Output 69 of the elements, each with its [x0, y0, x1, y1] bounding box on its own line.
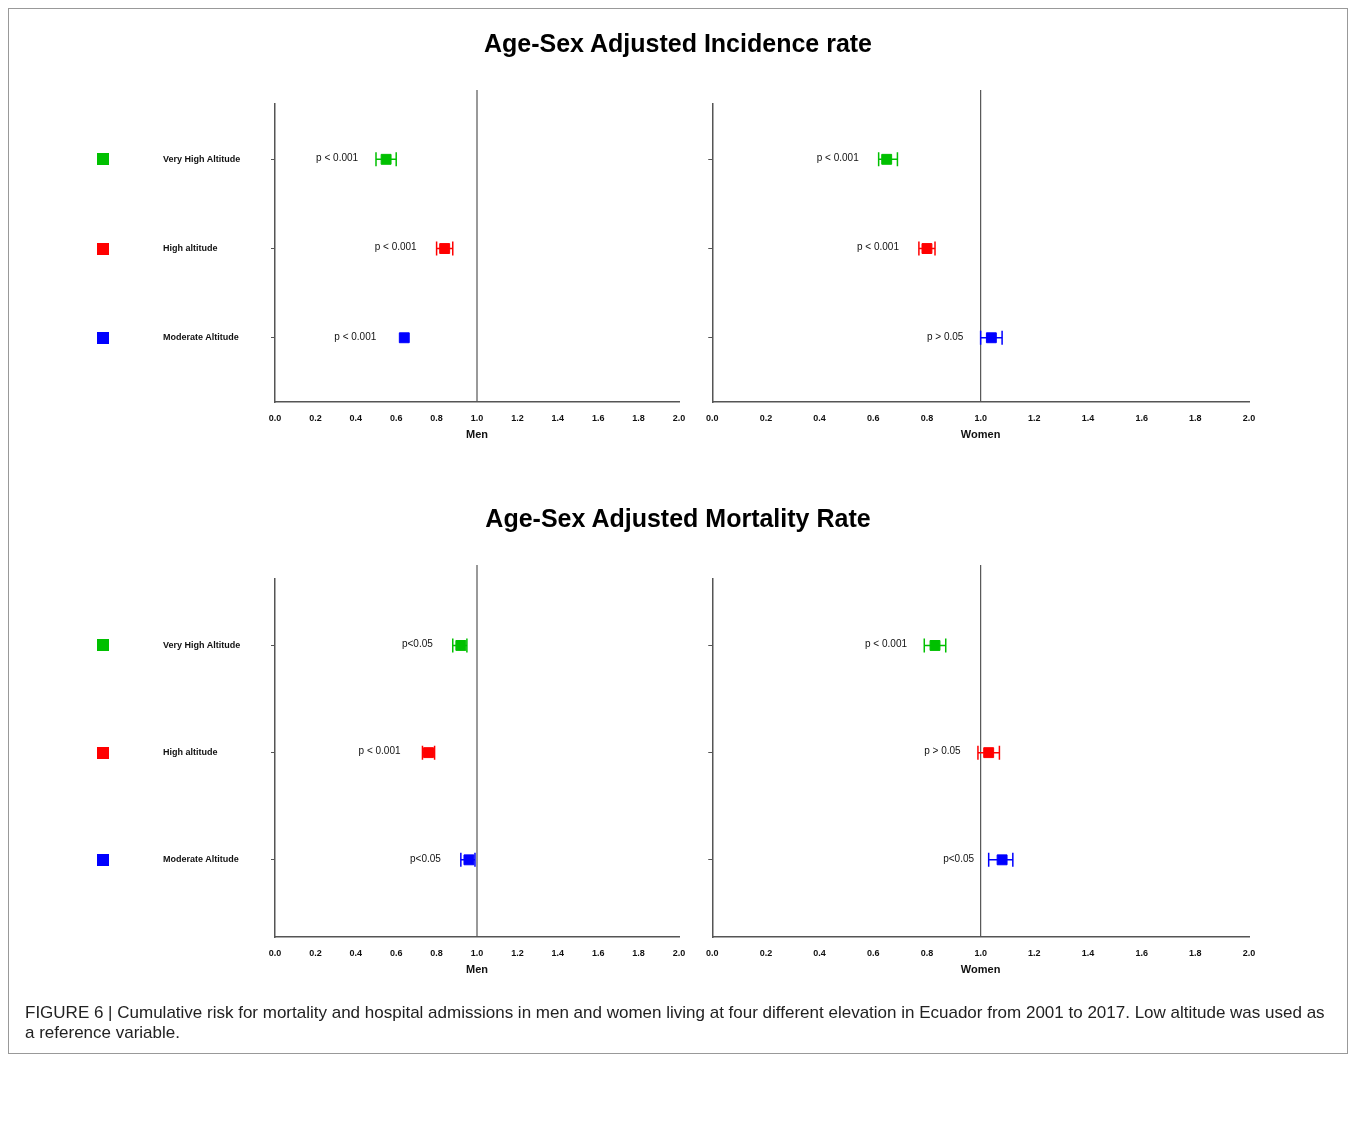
x-tick-label: 1.0: [470, 412, 484, 423]
x-axis-title: Women: [960, 963, 1001, 976]
caption: FIGURE 6 | Cumulative risk for mortality and hospital admissions in men and women living at four different elevation in Ecuador from 2001 to 2017. Low altitude was used as a reference variable.: [24, 1003, 1326, 1043]
x-tick-label: 0.0: [706, 412, 719, 423]
x-tick-label: 1.4: [1081, 947, 1095, 958]
x-tick-label: 0.4: [813, 947, 826, 958]
x-tick-label: 0.2: [759, 947, 773, 958]
x-tick-label: 1.8: [1189, 412, 1202, 423]
annotation: p < 0.001: [374, 241, 418, 253]
x-tick-label: 2.0: [672, 947, 686, 958]
annotation: p > 0.05: [924, 745, 962, 757]
annotation: p < 0.001: [865, 638, 908, 650]
x-tick-label: 2.0: [1242, 412, 1256, 423]
y-tick-label: High altitude: [163, 243, 218, 254]
x-tick-label: 0.8: [920, 947, 934, 958]
y-tick-label: Very High Altitude: [163, 153, 241, 164]
chart-title: Age-Sex Adjusted Incidence rate: [482, 29, 874, 58]
x-tick-label: 1.6: [1135, 947, 1148, 958]
x-tick-label: 1.2: [1028, 947, 1041, 958]
x-tick-label: 2.0: [1242, 947, 1256, 958]
y-tick-label: Moderate Altitude: [163, 854, 239, 865]
x-tick-label: 1.0: [974, 412, 987, 423]
x-tick-label: 2.0: [672, 412, 686, 423]
x-tick-label: 0.6: [867, 947, 880, 958]
annotation: p < 0.001: [334, 330, 377, 342]
x-tick-label: 1.0: [470, 947, 484, 958]
annotation: p<0.05: [410, 852, 442, 864]
annotation: p < 0.001: [316, 152, 359, 164]
annotation: p > 0.05: [926, 330, 964, 342]
x-tick-label: 0.0: [268, 412, 282, 423]
x-tick-label: 0.4: [349, 947, 363, 958]
x-tick-label: 1.6: [591, 947, 605, 958]
x-tick-label: 1.8: [632, 412, 645, 423]
x-tick-label: 0.8: [920, 412, 934, 423]
annotation: p < 0.001: [358, 745, 401, 757]
x-axis-title: Men: [466, 963, 489, 976]
annotation: p<0.05: [943, 852, 975, 864]
annotation: p < 0.001: [816, 152, 860, 164]
x-tick-label: 0.6: [867, 412, 880, 423]
x-tick-label: 1.4: [1081, 412, 1095, 423]
x-tick-label: 1.2: [511, 947, 524, 958]
x-tick-label: 1.0: [974, 947, 987, 958]
x-tick-label: 0.2: [309, 412, 322, 423]
x-tick-label: 0.2: [759, 412, 773, 423]
x-tick-label: 1.6: [1135, 412, 1148, 423]
x-tick-label: 1.2: [1028, 412, 1041, 423]
x-tick-label: 0.6: [389, 947, 403, 958]
y-tick-label: Moderate Altitude: [163, 332, 239, 343]
x-tick-label: 0.2: [309, 947, 322, 958]
x-tick-label: 0.4: [813, 412, 826, 423]
annotation: p<0.05: [401, 638, 434, 650]
x-tick-label: 1.4: [551, 947, 565, 958]
x-tick-label: 1.8: [1189, 947, 1202, 958]
x-tick-label: 0.4: [349, 412, 363, 423]
x-tick-label: 1.8: [632, 947, 645, 958]
y-tick-label: High altitude: [163, 747, 218, 758]
x-tick-label: 0.0: [268, 947, 282, 958]
x-tick-label: 1.6: [591, 412, 605, 423]
x-tick-label: 0.8: [430, 947, 443, 958]
annotation: p < 0.001: [856, 241, 900, 253]
x-tick-label: 0.6: [389, 412, 403, 423]
x-axis-title: Men: [466, 428, 489, 441]
chart-title: Age-Sex Adjusted Mortality Rate: [484, 504, 872, 533]
x-tick-label: 0.8: [430, 412, 443, 423]
y-tick-label: Very High Altitude: [163, 639, 241, 650]
x-tick-label: 0.0: [706, 947, 719, 958]
x-axis-title: Women: [960, 428, 1001, 441]
x-tick-label: 1.2: [511, 412, 524, 423]
x-tick-label: 1.4: [551, 412, 565, 423]
